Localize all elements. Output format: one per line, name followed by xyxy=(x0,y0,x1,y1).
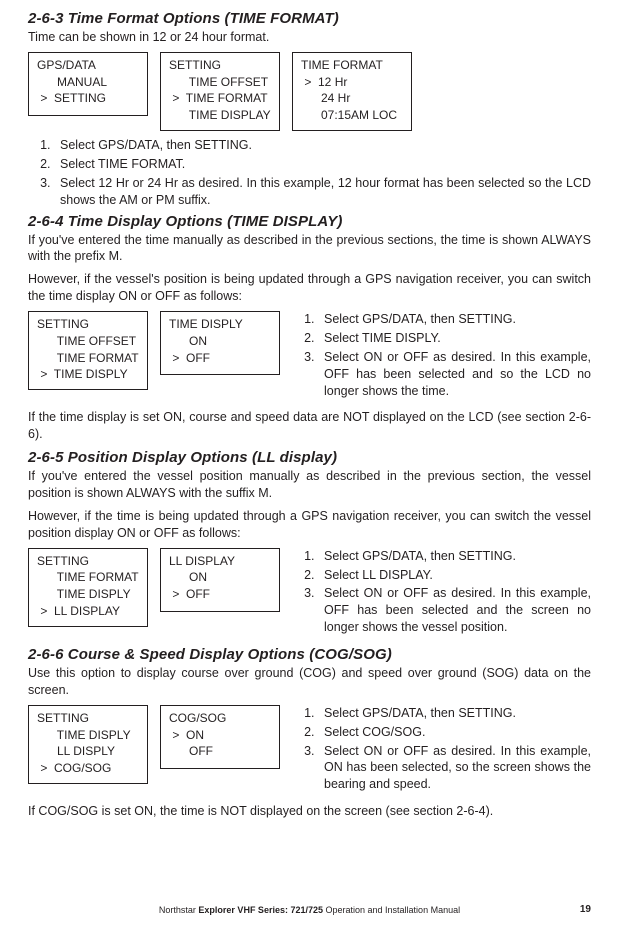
box-263-2: TIME FORMAT > 12 Hr 24 Hr 07:15AM LOC xyxy=(292,52,412,131)
step-item: Select ON or OFF as desired. In this exa… xyxy=(318,349,591,400)
box-265-1: LL DISPLAY ON > OFF xyxy=(160,548,280,612)
box-265-0: SETTING TIME FORMAT TIME DISPLY > LL DIS… xyxy=(28,548,148,627)
intro2-264: However, if the vessel's position is bei… xyxy=(28,271,591,305)
intro2-265: However, if the time is being updated th… xyxy=(28,508,591,542)
page-number: 19 xyxy=(580,904,591,915)
step-item: Select LL DISPLAY. xyxy=(318,567,591,584)
box-line: 24 Hr xyxy=(301,90,403,107)
box-264-0: SETTING TIME OFFSET TIME FORMAT > TIME D… xyxy=(28,311,148,390)
box-line: MANUAL xyxy=(37,74,139,91)
box-line: > OFF xyxy=(169,350,271,367)
heading-264: 2-6-4 Time Display Options (TIME DISPLAY… xyxy=(28,213,591,230)
box-line: > TIME DISPLY xyxy=(37,366,139,383)
box-line: > SETTING xyxy=(37,90,139,107)
step-item: Select 12 Hr or 24 Hr as desired. In thi… xyxy=(54,175,591,209)
box-line: COG/SOG xyxy=(169,710,271,727)
post-264: If the time display is set ON, course an… xyxy=(28,409,591,443)
steps-266: Select GPS/DATA, then SETTING. Select COG… xyxy=(292,705,591,793)
box-line: LL DISPLAY xyxy=(169,553,271,570)
footer-part2: Explorer VHF Series: 721/725 xyxy=(198,905,325,915)
heading-266: 2-6-6 Course & Speed Display Options (CO… xyxy=(28,646,591,663)
box-line: > COG/SOG xyxy=(37,760,139,777)
box-line: TIME DISPLY xyxy=(37,586,139,603)
box-line: OFF xyxy=(169,743,271,760)
box-line: > LL DISPLAY xyxy=(37,603,139,620)
step-item: Select GPS/DATA, then SETTING. xyxy=(318,548,591,565)
box-line: > OFF xyxy=(169,586,271,603)
boxes-263: GPS/DATA MANUAL > SETTING SETTING TIME O… xyxy=(28,52,591,131)
step-item: Select ON or OFF as desired. In this exa… xyxy=(318,743,591,794)
box-line: TIME OFFSET xyxy=(169,74,271,91)
box-266-1: COG/SOG > ON OFF xyxy=(160,705,280,769)
intro1-264: If you've entered the time manually as d… xyxy=(28,232,591,266)
step-item: Select GPS/DATA, then SETTING. xyxy=(318,311,591,328)
box-line: TIME OFFSET xyxy=(37,333,139,350)
post-266: If COG/SOG is set ON, the time is NOT di… xyxy=(28,803,591,820)
step-item: Select GPS/DATA, then SETTING. xyxy=(54,137,591,154)
box-266-0: SETTING TIME DISPLY LL DISPLY > COG/SOG xyxy=(28,705,148,784)
page: 2-6-3 Time Format Options (TIME FORMAT) … xyxy=(0,0,619,929)
box-line: > 12 Hr xyxy=(301,74,403,91)
box-263-0: GPS/DATA MANUAL > SETTING xyxy=(28,52,148,116)
step-item: Select GPS/DATA, then SETTING. xyxy=(318,705,591,722)
row-265: SETTING TIME FORMAT TIME DISPLY > LL DIS… xyxy=(28,548,591,640)
box-line: ON xyxy=(169,333,271,350)
box-263-1: SETTING TIME OFFSET > TIME FORMAT TIME D… xyxy=(160,52,280,131)
box-line: SETTING xyxy=(37,710,139,727)
footer-part3: Operation and Installation Manual xyxy=(326,905,461,915)
intro-263: Time can be shown in 12 or 24 hour forma… xyxy=(28,29,591,46)
steps-264: Select GPS/DATA, then SETTING. Select TIM… xyxy=(292,311,591,399)
steps-264-wrap: Select GPS/DATA, then SETTING. Select TIM… xyxy=(292,311,591,403)
step-item: Select TIME DISPLY. xyxy=(318,330,591,347)
step-item: Select TIME FORMAT. xyxy=(54,156,591,173)
step-item: Select ON or OFF as desired. In this exa… xyxy=(318,585,591,636)
steps-265: Select GPS/DATA, then SETTING. Select LL … xyxy=(292,548,591,636)
box-line: TIME FORMAT xyxy=(37,350,139,367)
row-264: SETTING TIME OFFSET TIME FORMAT > TIME D… xyxy=(28,311,591,403)
box-line: TIME DISPLY xyxy=(169,316,271,333)
box-line: LL DISPLY xyxy=(37,743,139,760)
box-line: TIME DISPLY xyxy=(37,727,139,744)
steps-265-wrap: Select GPS/DATA, then SETTING. Select LL … xyxy=(292,548,591,640)
steps-263: Select GPS/DATA, then SETTING. Select TIM… xyxy=(28,137,591,209)
box-line: GPS/DATA xyxy=(37,57,139,74)
intro1-265: If you've entered the vessel position ma… xyxy=(28,468,591,502)
box-line: > TIME FORMAT xyxy=(169,90,271,107)
box-line: TIME FORMAT xyxy=(37,569,139,586)
box-line: 07:15AM LOC xyxy=(301,107,403,124)
box-line: SETTING xyxy=(37,553,139,570)
row-266: SETTING TIME DISPLY LL DISPLY > COG/SOG … xyxy=(28,705,591,797)
step-item: Select COG/SOG. xyxy=(318,724,591,741)
box-line: TIME FORMAT xyxy=(301,57,403,74)
box-line: TIME DISPLAY xyxy=(169,107,271,124)
box-line: SETTING xyxy=(169,57,271,74)
box-line: SETTING xyxy=(37,316,139,333)
box-line: > ON xyxy=(169,727,271,744)
heading-263: 2-6-3 Time Format Options (TIME FORMAT) xyxy=(28,10,591,27)
box-264-1: TIME DISPLY ON > OFF xyxy=(160,311,280,375)
box-line: ON xyxy=(169,569,271,586)
steps-266-wrap: Select GPS/DATA, then SETTING. Select COG… xyxy=(292,705,591,797)
heading-265: 2-6-5 Position Display Options (LL displ… xyxy=(28,449,591,466)
footer-part1: Northstar xyxy=(159,905,199,915)
footer: Northstar Explorer VHF Series: 721/725 O… xyxy=(0,905,619,915)
intro-266: Use this option to display course over g… xyxy=(28,665,591,699)
